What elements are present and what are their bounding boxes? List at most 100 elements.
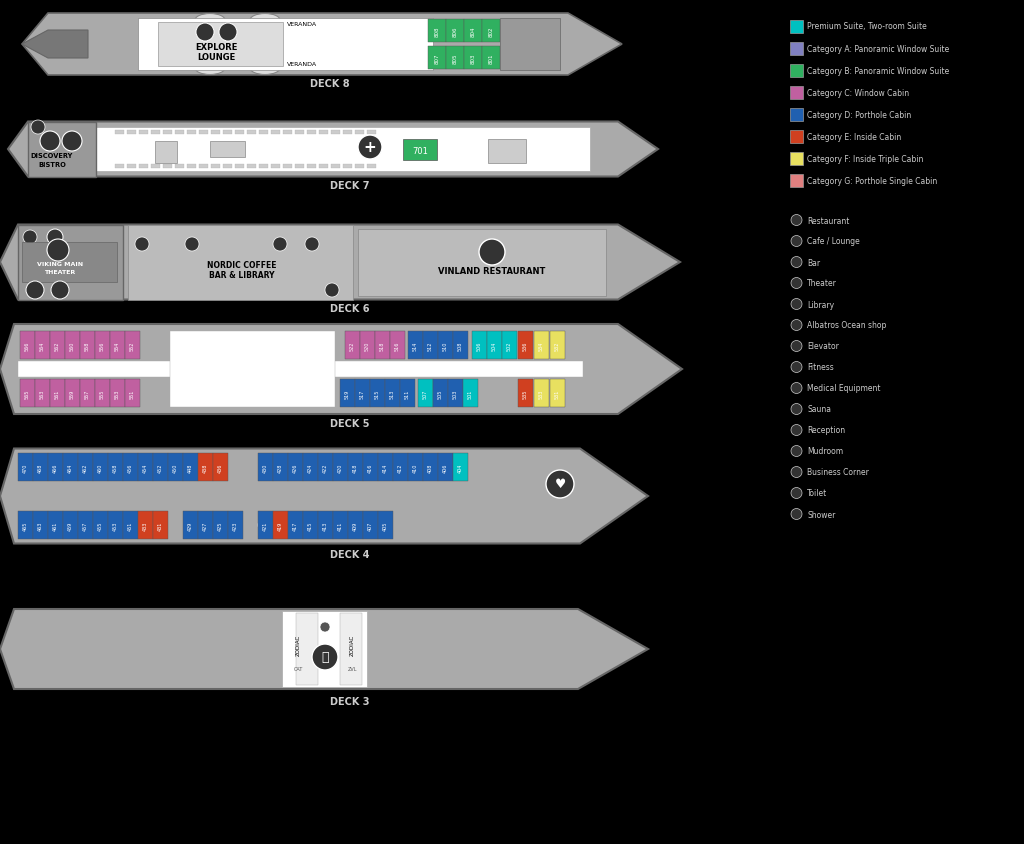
Bar — [333, 511, 347, 539]
Text: VIKING MAIN: VIKING MAIN — [37, 261, 83, 266]
Polygon shape — [8, 122, 658, 177]
Text: 410: 410 — [413, 463, 418, 472]
Polygon shape — [0, 609, 648, 690]
Bar — [790, 64, 803, 78]
Circle shape — [791, 279, 802, 289]
Bar — [138, 453, 153, 481]
Bar — [33, 511, 47, 539]
Text: DECK 8: DECK 8 — [310, 78, 350, 89]
Bar — [153, 511, 168, 539]
Bar — [127, 131, 136, 135]
Bar — [211, 165, 220, 169]
Bar — [446, 20, 464, 43]
Bar — [170, 332, 335, 408]
Bar — [502, 332, 516, 360]
Polygon shape — [22, 14, 622, 76]
Bar — [295, 165, 304, 169]
Bar — [355, 380, 370, 408]
Text: 419: 419 — [278, 521, 283, 530]
Text: Premium Suite, Two-room Suite: Premium Suite, Two-room Suite — [807, 23, 927, 31]
Text: 423: 423 — [233, 521, 238, 530]
Circle shape — [791, 215, 802, 226]
Bar — [80, 380, 94, 408]
Text: 562: 562 — [55, 341, 60, 350]
Bar — [108, 453, 123, 481]
Circle shape — [321, 622, 330, 632]
Bar — [50, 332, 65, 360]
Text: Fitness: Fitness — [807, 363, 834, 372]
Bar — [223, 131, 232, 135]
Bar — [151, 165, 160, 169]
Text: Library: Library — [807, 300, 835, 309]
Circle shape — [304, 358, 322, 376]
Text: VERANDA: VERANDA — [287, 23, 317, 28]
Bar — [138, 511, 153, 539]
Bar — [151, 131, 160, 135]
Text: 804: 804 — [470, 27, 475, 37]
Circle shape — [31, 121, 45, 135]
Text: 412: 412 — [398, 463, 403, 472]
Text: Albatros Ocean shop: Albatros Ocean shop — [807, 321, 887, 330]
Circle shape — [791, 362, 802, 373]
Bar — [534, 380, 549, 408]
Text: DECK 3: DECK 3 — [331, 696, 370, 706]
Bar — [340, 614, 362, 685]
Text: 426: 426 — [293, 463, 298, 472]
Bar — [259, 131, 268, 135]
Bar — [35, 332, 49, 360]
Bar — [378, 453, 392, 481]
Text: 534: 534 — [539, 341, 544, 350]
Text: Medical Equipment: Medical Equipment — [807, 384, 881, 393]
Circle shape — [23, 230, 37, 245]
Bar — [163, 131, 172, 135]
Bar — [158, 23, 283, 67]
Bar — [453, 453, 468, 481]
Bar — [333, 453, 347, 481]
Bar — [408, 332, 423, 360]
Bar — [48, 453, 62, 481]
Text: 808: 808 — [434, 27, 439, 37]
Text: 416: 416 — [368, 463, 373, 472]
Text: 522: 522 — [350, 341, 355, 350]
Ellipse shape — [250, 62, 280, 75]
Text: VINLAND RESTAURANT: VINLAND RESTAURANT — [438, 266, 546, 275]
Text: 451: 451 — [128, 521, 133, 530]
Text: 408: 408 — [428, 463, 433, 472]
Bar — [223, 165, 232, 169]
Text: Restaurant: Restaurant — [807, 216, 849, 225]
Bar — [20, 332, 35, 360]
Text: Shower: Shower — [807, 510, 836, 519]
Text: 463: 463 — [38, 521, 43, 530]
Text: 422: 422 — [323, 463, 328, 472]
Bar — [296, 614, 318, 685]
Bar — [453, 332, 468, 360]
Text: Category A: Panoramic Window Suite: Category A: Panoramic Window Suite — [807, 45, 949, 53]
Text: 433: 433 — [143, 521, 148, 530]
Bar — [273, 511, 288, 539]
Bar — [187, 165, 196, 169]
Bar — [358, 230, 606, 296]
Text: 513: 513 — [390, 389, 395, 398]
Circle shape — [791, 467, 802, 478]
Bar — [446, 47, 464, 70]
Bar — [155, 142, 177, 164]
Bar — [183, 453, 198, 481]
Bar — [153, 453, 168, 481]
Text: 802: 802 — [488, 27, 494, 37]
Bar — [198, 511, 213, 539]
Bar — [550, 332, 565, 360]
Text: 552: 552 — [130, 341, 135, 350]
Bar — [355, 131, 364, 135]
Text: 409: 409 — [353, 521, 358, 530]
Ellipse shape — [195, 62, 225, 75]
Text: 454: 454 — [143, 463, 148, 472]
Bar — [80, 332, 94, 360]
Circle shape — [258, 518, 272, 533]
Text: VERANDA: VERANDA — [287, 62, 317, 68]
Text: 468: 468 — [38, 463, 43, 472]
Text: 458: 458 — [113, 463, 118, 472]
Text: 501: 501 — [468, 389, 473, 398]
Bar — [438, 332, 453, 360]
Bar — [175, 165, 184, 169]
Circle shape — [273, 238, 287, 252]
